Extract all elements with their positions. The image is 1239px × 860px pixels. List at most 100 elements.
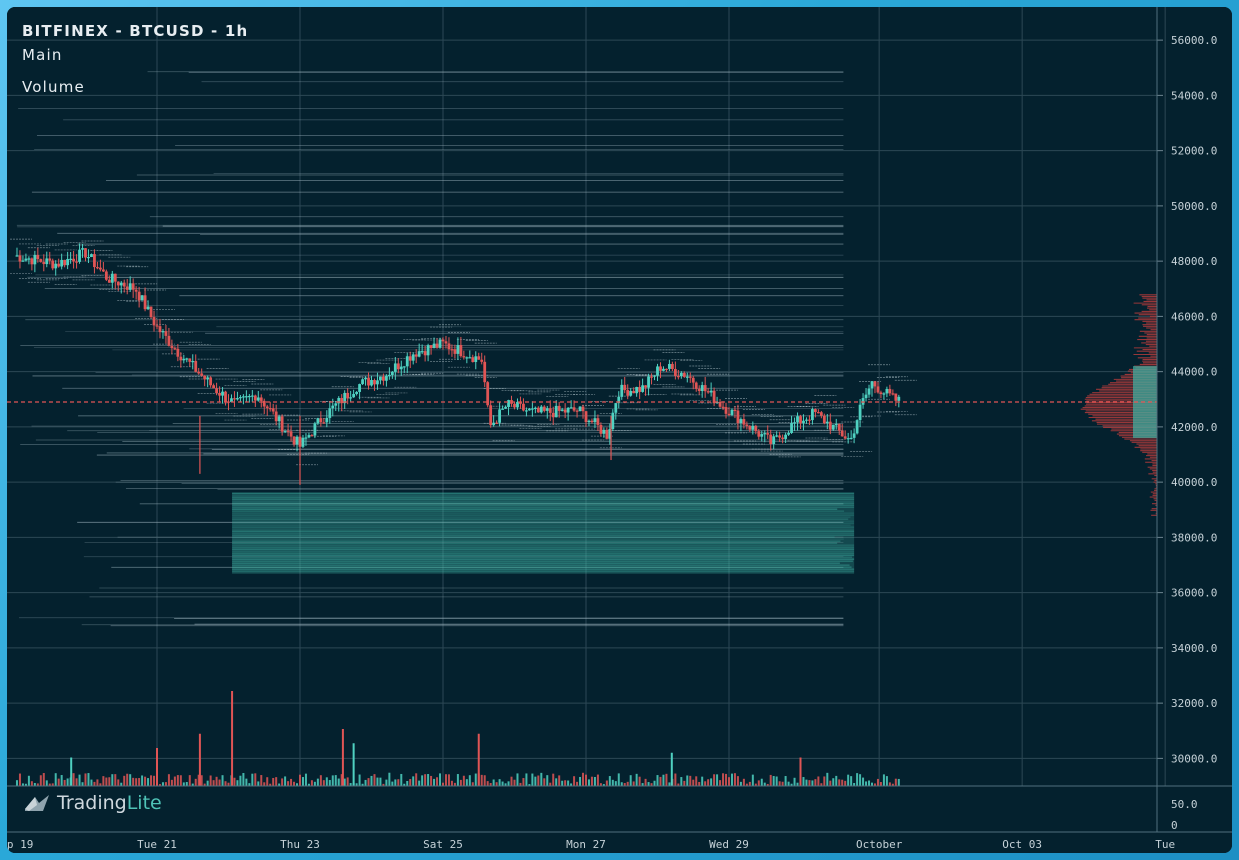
candle-body bbox=[805, 419, 808, 421]
volume-bar bbox=[760, 778, 763, 786]
candle-body bbox=[432, 343, 436, 349]
volume-bar bbox=[513, 779, 516, 786]
candle-body bbox=[39, 259, 43, 262]
volume-bar bbox=[161, 782, 164, 786]
volume-bar bbox=[319, 775, 322, 786]
y-tick-label: 36000.0 bbox=[1171, 587, 1217, 600]
candle-body bbox=[730, 409, 734, 415]
candle-body bbox=[602, 429, 606, 434]
candle-body bbox=[137, 291, 141, 301]
candle-body bbox=[644, 385, 647, 388]
volume-bar bbox=[602, 784, 605, 786]
volume-bar bbox=[287, 781, 290, 786]
volume-bar bbox=[135, 778, 138, 786]
volume-bar bbox=[316, 778, 319, 786]
candle-body bbox=[620, 384, 624, 397]
y-tick-label: 48000.0 bbox=[1171, 255, 1217, 268]
candle-body bbox=[72, 258, 75, 262]
volume-bar bbox=[763, 782, 766, 786]
volume-bar bbox=[322, 780, 325, 786]
candle-body bbox=[754, 425, 758, 432]
candle-body bbox=[33, 254, 37, 265]
volume-bar bbox=[841, 779, 844, 786]
volume-bar bbox=[730, 773, 733, 786]
plot-background bbox=[7, 7, 1232, 853]
candle-body bbox=[420, 351, 424, 353]
candle-body bbox=[870, 381, 874, 389]
candle-body bbox=[465, 357, 469, 359]
candle-body bbox=[379, 376, 382, 381]
candle-body bbox=[828, 421, 832, 430]
candle-body bbox=[751, 425, 755, 430]
volume-bar bbox=[436, 777, 439, 786]
candle-body bbox=[575, 410, 579, 412]
candle-body bbox=[212, 385, 216, 389]
candle-body bbox=[799, 416, 802, 424]
brand-name-trading: Trading bbox=[57, 792, 127, 814]
candle-body bbox=[301, 437, 305, 447]
candle-body bbox=[295, 436, 299, 445]
volume-bar bbox=[468, 775, 471, 786]
candle-body bbox=[170, 345, 174, 349]
volume-bar bbox=[662, 774, 665, 786]
volume-pane-label[interactable]: Volume bbox=[22, 78, 85, 96]
liquidity-zone bbox=[232, 492, 855, 574]
liquidity-zone-fill bbox=[232, 493, 855, 574]
axes: 56000.0 54000.0 52000.0 50000.0 48000.0 46000… bbox=[7, 7, 1232, 851]
volume-bar bbox=[99, 783, 102, 786]
candle-body bbox=[185, 358, 189, 360]
volume-bar bbox=[337, 778, 340, 786]
candle-body bbox=[36, 254, 40, 260]
volume-bar bbox=[266, 777, 269, 786]
candle-body bbox=[703, 385, 707, 392]
volume-bar bbox=[275, 777, 278, 786]
candle-body bbox=[554, 405, 558, 418]
volume-bar bbox=[787, 781, 790, 786]
main-pane-label[interactable]: Main bbox=[22, 46, 63, 64]
candle-body bbox=[164, 331, 168, 336]
candle-body bbox=[411, 354, 415, 361]
volume-bar bbox=[328, 780, 331, 786]
candle-body bbox=[224, 391, 227, 402]
candle-body bbox=[548, 408, 552, 413]
volume-bar bbox=[167, 774, 170, 786]
volume-bar bbox=[346, 777, 349, 786]
candle-body bbox=[775, 435, 779, 437]
volume-bar bbox=[483, 775, 486, 786]
candle-body bbox=[685, 376, 689, 378]
volume-bar bbox=[766, 783, 769, 786]
y-tick-label: 56000.0 bbox=[1171, 34, 1217, 47]
candle-body bbox=[322, 422, 326, 424]
candle-body bbox=[256, 397, 260, 401]
volume-spike-bar bbox=[352, 743, 355, 786]
candle-body bbox=[813, 409, 817, 413]
volume-bar bbox=[611, 779, 614, 786]
volume-bar bbox=[713, 774, 716, 786]
candle-body bbox=[236, 398, 239, 400]
volume-bars bbox=[15, 691, 900, 786]
y-tick-label: 34000.0 bbox=[1171, 642, 1217, 655]
candle-body bbox=[280, 416, 284, 432]
candle-body bbox=[825, 421, 829, 424]
y-tick-label: 40000.0 bbox=[1171, 476, 1217, 489]
volume-bar bbox=[790, 783, 793, 786]
volume-bar bbox=[876, 778, 879, 786]
candle-body bbox=[560, 409, 564, 411]
volume-bar bbox=[516, 773, 519, 786]
candle-body bbox=[849, 437, 853, 440]
y-tick-label: 46000.0 bbox=[1171, 310, 1217, 323]
candle-body bbox=[477, 356, 481, 360]
volume-bar bbox=[54, 773, 57, 786]
chart-frame[interactable]: 56000.0 54000.0 52000.0 50000.0 48000.0 46000… bbox=[7, 7, 1232, 853]
volume-bar bbox=[775, 776, 778, 786]
candle-body bbox=[90, 254, 93, 258]
volume-bar bbox=[245, 778, 248, 786]
candles bbox=[15, 243, 901, 485]
price-chart[interactable]: 56000.0 54000.0 52000.0 50000.0 48000.0 46000… bbox=[7, 7, 1232, 853]
candle-body bbox=[387, 374, 391, 377]
volume-bar bbox=[510, 776, 513, 786]
candle-body bbox=[441, 339, 445, 342]
candle-body bbox=[221, 391, 224, 396]
candle-body bbox=[724, 407, 728, 414]
candle-body bbox=[793, 422, 796, 424]
